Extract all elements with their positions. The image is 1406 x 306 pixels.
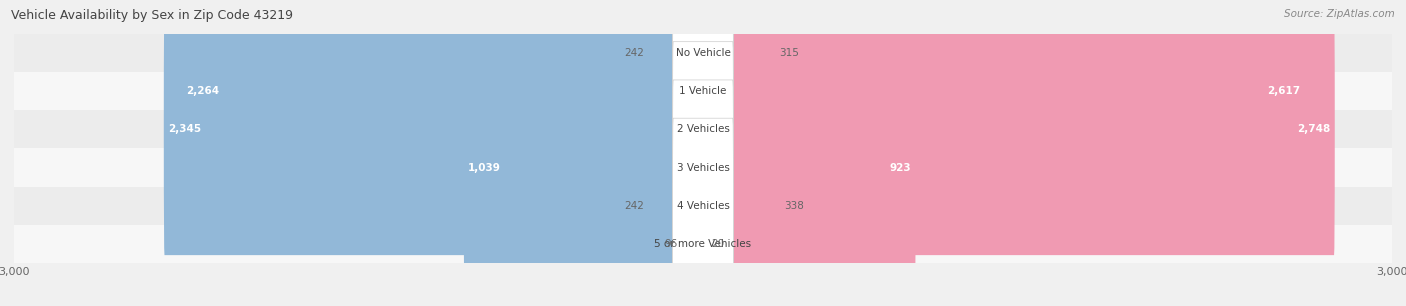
Text: 1,039: 1,039 bbox=[468, 162, 501, 173]
Text: 242: 242 bbox=[624, 48, 644, 58]
Text: 4 Vehicles: 4 Vehicles bbox=[676, 201, 730, 211]
Text: 2,264: 2,264 bbox=[187, 86, 219, 96]
Text: Source: ZipAtlas.com: Source: ZipAtlas.com bbox=[1284, 9, 1395, 19]
Text: 338: 338 bbox=[785, 201, 804, 211]
Text: 2,345: 2,345 bbox=[167, 124, 201, 134]
FancyBboxPatch shape bbox=[183, 0, 673, 217]
Text: 2 Vehicles: 2 Vehicles bbox=[676, 124, 730, 134]
Text: 5 or more Vehicles: 5 or more Vehicles bbox=[654, 239, 752, 249]
Text: 2,748: 2,748 bbox=[1298, 124, 1330, 134]
FancyBboxPatch shape bbox=[733, 0, 776, 179]
FancyBboxPatch shape bbox=[672, 0, 734, 179]
FancyBboxPatch shape bbox=[647, 0, 673, 179]
FancyBboxPatch shape bbox=[647, 80, 673, 306]
Text: 923: 923 bbox=[890, 162, 911, 173]
Bar bbox=[14, 187, 1392, 225]
FancyBboxPatch shape bbox=[672, 118, 734, 306]
Bar bbox=[14, 225, 1392, 263]
FancyBboxPatch shape bbox=[673, 118, 681, 306]
Text: 315: 315 bbox=[779, 48, 799, 58]
FancyBboxPatch shape bbox=[733, 42, 915, 293]
FancyBboxPatch shape bbox=[464, 42, 673, 293]
FancyBboxPatch shape bbox=[672, 80, 734, 306]
Text: 20: 20 bbox=[711, 239, 724, 249]
Text: No Vehicle: No Vehicle bbox=[675, 48, 731, 58]
FancyBboxPatch shape bbox=[672, 42, 734, 293]
Text: 96: 96 bbox=[664, 239, 678, 249]
Text: 2,617: 2,617 bbox=[1267, 86, 1301, 96]
FancyBboxPatch shape bbox=[672, 3, 734, 255]
Bar bbox=[14, 110, 1392, 148]
FancyBboxPatch shape bbox=[733, 0, 1305, 217]
Text: 3 Vehicles: 3 Vehicles bbox=[676, 162, 730, 173]
FancyBboxPatch shape bbox=[733, 80, 782, 306]
Bar bbox=[14, 72, 1392, 110]
FancyBboxPatch shape bbox=[163, 3, 673, 255]
Text: Vehicle Availability by Sex in Zip Code 43219: Vehicle Availability by Sex in Zip Code … bbox=[11, 9, 294, 22]
Text: 242: 242 bbox=[624, 201, 644, 211]
FancyBboxPatch shape bbox=[672, 0, 734, 217]
Text: 1 Vehicle: 1 Vehicle bbox=[679, 86, 727, 96]
FancyBboxPatch shape bbox=[733, 3, 1334, 255]
Bar bbox=[14, 34, 1392, 72]
Bar bbox=[14, 148, 1392, 187]
FancyBboxPatch shape bbox=[707, 118, 733, 306]
